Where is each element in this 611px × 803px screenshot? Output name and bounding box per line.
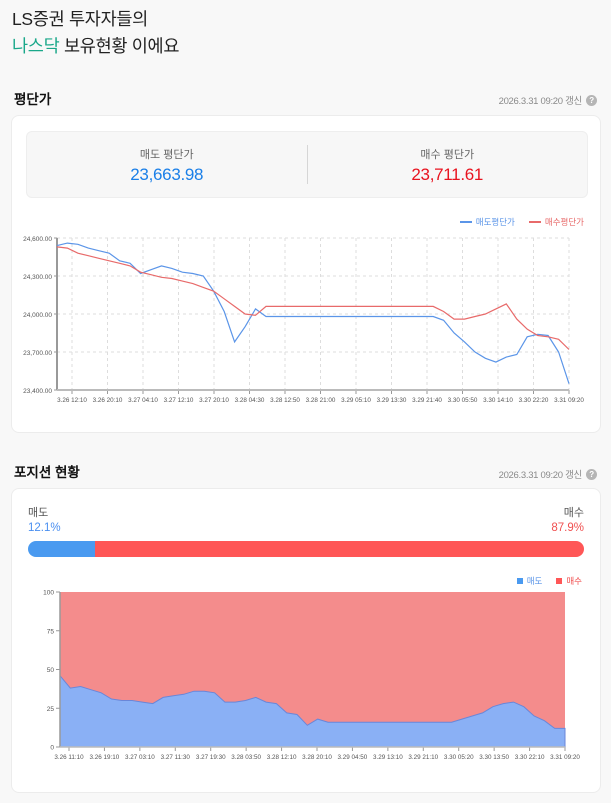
svg-text:3.31 09:20: 3.31 09:20 <box>554 397 584 404</box>
legend-sell[interactable]: 매도 <box>516 575 543 587</box>
svg-text:3.28 04:30: 3.28 04:30 <box>235 397 265 404</box>
position-card: 매도 12.1% 매수 87.9% 매도 매수 100 75 50 25 0 3.26 1… <box>11 488 601 793</box>
headline-line1: LS증권 투자자들의 <box>12 9 148 29</box>
avg-chart-legend: 매도평단가 매수평단가 <box>459 216 584 228</box>
help-icon[interactable]: ? <box>586 468 597 480</box>
avg-summary-box: 매도 평단가 23,663.98 매수 평단가 23,711.61 <box>26 131 588 198</box>
svg-text:3.29 21:10: 3.29 21:10 <box>408 754 438 761</box>
svg-text:3.30 14:10: 3.30 14:10 <box>483 397 513 404</box>
svg-text:3.30 13:50: 3.30 13:50 <box>479 754 509 761</box>
svg-text:3.29 21:40: 3.29 21:40 <box>412 397 442 404</box>
position-section-title: 포지션 현황 <box>14 465 80 480</box>
page-headline: LS증권 투자자들의 나스닥 보유현황 이에요 <box>12 6 179 60</box>
svg-text:3.29 13:30: 3.29 13:30 <box>377 397 407 404</box>
svg-text:3.29 04:50: 3.29 04:50 <box>338 754 368 761</box>
sell-avg-value: 23,663.98 <box>130 165 204 184</box>
sell-avg-label: 매도 평단가 <box>139 149 194 161</box>
buy-avg-value: 23,711.61 <box>411 165 484 184</box>
headline-line2: 나스닥 보유현황 이에요 <box>12 33 179 60</box>
svg-text:24,300.00: 24,300.00 <box>23 274 52 281</box>
svg-text:0: 0 <box>50 745 54 752</box>
legend-line-icon <box>528 221 541 223</box>
ratio-bar-buy <box>95 541 584 557</box>
buy-label: 매수 <box>563 507 584 519</box>
legend-buy[interactable]: 매수 <box>556 575 582 587</box>
svg-text:3.28 12:50: 3.28 12:50 <box>270 397 300 404</box>
position-chart-legend: 매도 매수 <box>516 575 582 587</box>
legend-sell[interactable]: 매도평단가 <box>459 216 515 228</box>
buy-avg: 매수 평단가 23,711.61 <box>308 132 588 197</box>
legend-buy-label: 매수평단가 <box>544 217 584 227</box>
svg-text:3.28 20:10: 3.28 20:10 <box>302 754 332 761</box>
position-ratio-bar <box>28 541 584 557</box>
svg-text:23,400.00: 23,400.00 <box>23 388 52 395</box>
ratio-bar-sell <box>28 541 96 557</box>
legend-buy-label: 매수 <box>566 576 582 586</box>
avg-section-title: 평단가 <box>14 92 52 107</box>
svg-text:3.30 05:20: 3.30 05:20 <box>444 754 474 761</box>
svg-text:50: 50 <box>47 667 55 674</box>
legend-sell-label: 매도 <box>526 576 543 586</box>
svg-text:3.27 20:10: 3.27 20:10 <box>199 397 229 404</box>
svg-text:23,700.00: 23,700.00 <box>23 350 52 357</box>
svg-text:3.26 12:10: 3.26 12:10 <box>57 397 87 404</box>
svg-text:3.30 22:10: 3.30 22:10 <box>515 754 545 761</box>
svg-text:3.27 12:10: 3.27 12:10 <box>164 397 194 404</box>
svg-text:3.28 03:50: 3.28 03:50 <box>231 754 261 761</box>
avg-updated-text: 2026.3.31 09:20 갱신 <box>498 96 583 107</box>
legend-sell-label: 매도평단가 <box>475 217 515 227</box>
svg-text:100: 100 <box>43 590 54 597</box>
help-icon[interactable]: ? <box>586 94 597 106</box>
headline-accent: 나스닥 <box>12 36 60 56</box>
legend-square-icon <box>556 578 563 584</box>
svg-text:3.30 22:20: 3.30 22:20 <box>519 397 549 404</box>
svg-text:3.27 03:10: 3.27 03:10 <box>125 754 155 761</box>
svg-text:3.31 09:20: 3.31 09:20 <box>550 754 580 761</box>
sell-label: 매도 <box>28 507 49 519</box>
svg-text:3.28 12:10: 3.28 12:10 <box>267 754 297 761</box>
svg-text:24,600.00: 24,600.00 <box>23 236 52 243</box>
svg-text:3.27 11:30: 3.27 11:30 <box>161 754 191 761</box>
legend-line-icon <box>459 221 472 223</box>
svg-text:24,000.00: 24,000.00 <box>23 312 52 319</box>
buy-avg-label: 매수 평단가 <box>420 149 475 161</box>
svg-text:3.26 20:10: 3.26 20:10 <box>93 397 123 404</box>
legend-square-icon <box>516 578 523 584</box>
avg-price-card: 매도 평단가 23,663.98 매수 평단가 23,711.61 매도평단가 … <box>11 115 601 433</box>
svg-text:3.29 13:10: 3.29 13:10 <box>373 754 403 761</box>
position-updated-text: 2026.3.31 09:20 갱신 <box>498 470 583 481</box>
avg-price-line-chart[interactable]: 24,600.00 24,300.00 24,000.00 23,700.00 23,4… <box>12 228 600 428</box>
svg-text:3.29 05:10: 3.29 05:10 <box>341 397 371 404</box>
svg-text:3.27 04:10: 3.27 04:10 <box>128 397 158 404</box>
svg-text:3.28 21:00: 3.28 21:00 <box>306 397 336 404</box>
svg-text:75: 75 <box>47 628 55 635</box>
avg-updated: 2026.3.31 09:20 갱신 ? <box>499 93 597 107</box>
headline-line2-rest: 보유현황 이에요 <box>59 36 180 56</box>
svg-text:3.26 11:10: 3.26 11:10 <box>54 754 84 761</box>
position-area-chart[interactable]: 100 75 50 25 03.26 11:10 3.26 19:10 3.27 03:10… <box>12 587 600 777</box>
svg-text:3.30 05:50: 3.30 05:50 <box>448 397 478 404</box>
sell-avg: 매도 평단가 23,663.98 <box>27 132 307 197</box>
svg-text:3.26 19:10: 3.26 19:10 <box>90 754 120 761</box>
svg-text:25: 25 <box>47 706 55 713</box>
svg-text:3.27 19:30: 3.27 19:30 <box>196 754 226 761</box>
sell-pct: 12.1% <box>28 522 61 534</box>
legend-buy[interactable]: 매수평단가 <box>528 216 584 228</box>
position-updated: 2026.3.31 09:20 갱신 ? <box>499 467 597 481</box>
divider <box>306 145 308 184</box>
buy-pct: 87.9% <box>551 522 584 534</box>
